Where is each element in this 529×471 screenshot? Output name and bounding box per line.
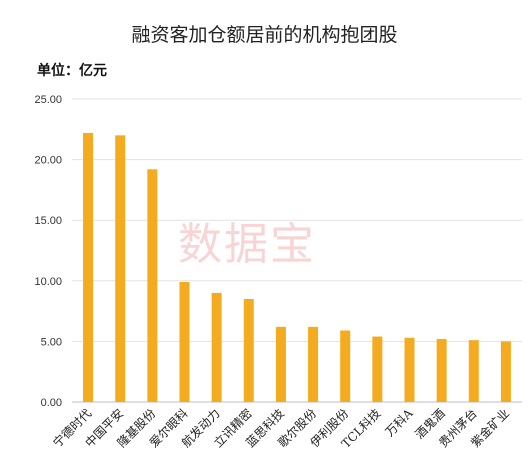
bar [115, 135, 126, 403]
bar [147, 169, 158, 402]
bar [340, 330, 351, 402]
bar [404, 337, 415, 402]
y-tick-label: 5.00 [41, 336, 62, 348]
y-tick-label: 25.00 [34, 94, 62, 106]
bar [179, 282, 190, 402]
bar [372, 336, 383, 402]
bar [468, 340, 479, 402]
y-tick-label: 10.00 [34, 276, 62, 288]
bar [308, 326, 319, 402]
bar [83, 132, 94, 402]
bar [275, 326, 286, 402]
y-tick-label: 20.00 [34, 155, 62, 167]
bar [211, 292, 222, 402]
chart-title: 融资客加仓额居前的机构抱团股 [131, 24, 398, 46]
bar [500, 341, 511, 402]
category-label: 万科A [383, 406, 416, 439]
y-tick-label: 0.00 [41, 397, 62, 409]
y-tick-label: 15.00 [34, 215, 62, 227]
unit-label: 单位：亿元 [37, 63, 107, 79]
watermark: 数据宝 [178, 219, 316, 270]
bar [436, 338, 447, 402]
bar [243, 298, 254, 402]
